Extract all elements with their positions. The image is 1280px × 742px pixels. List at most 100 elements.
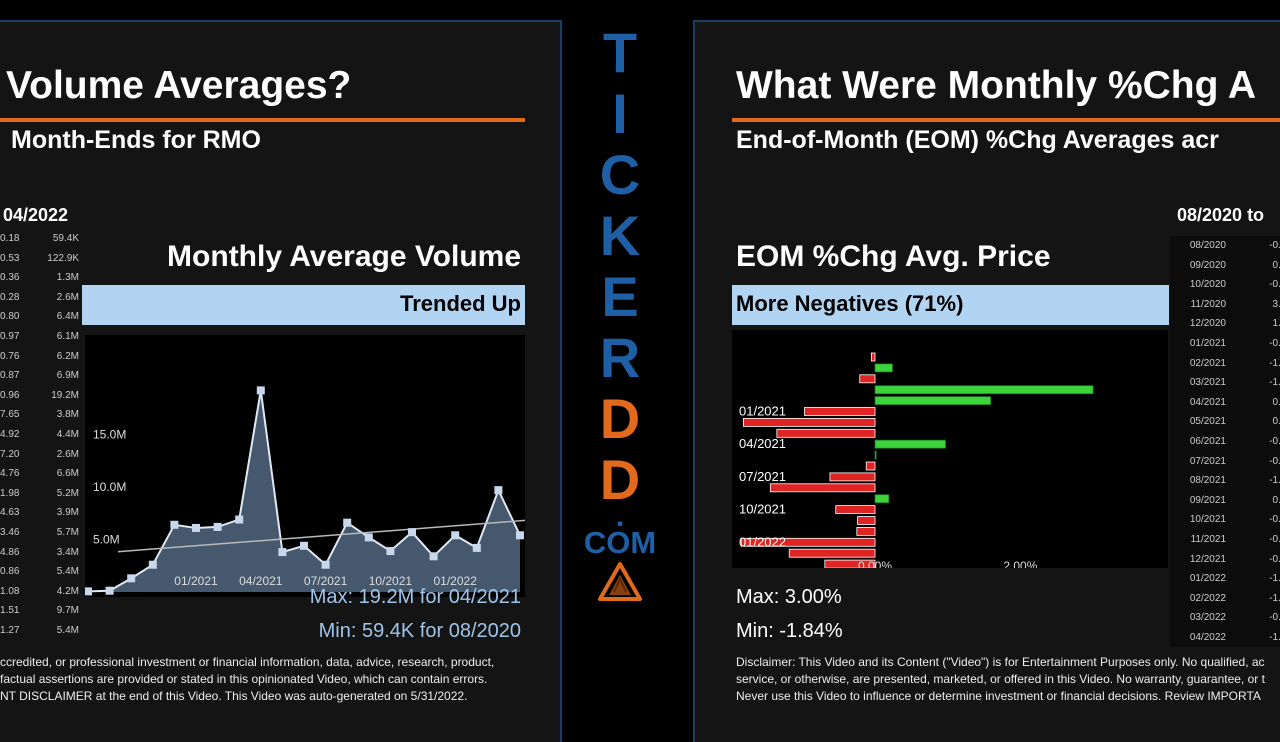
table-cell: -1.34 — [1269, 631, 1280, 643]
min-stat: Min: 59.4K for 08/2020 — [318, 620, 521, 642]
table-cell: 0.87 — [0, 370, 20, 382]
table-cell: 09/2020 — [1189, 259, 1226, 271]
table-row: 1.27 5.4M — [0, 621, 79, 641]
disclaimer-line: ccredited, or professional investment or… — [0, 655, 495, 669]
table-cell: 6.9M — [56, 370, 79, 382]
table-row: 01/2022 -1.84 — [1170, 569, 1280, 589]
volume-table: 0.18 59.4K 0.53 122.9K 0.36 1.3M 0.28 2.6M 0.80 6… — [0, 229, 79, 640]
pctchg-bar — [874, 396, 991, 405]
page-subtitle: End-of-Month (EOM) %Chg Averages acr — [736, 126, 1219, 154]
pctchg-bar — [859, 374, 876, 384]
table-cell: 5.4M — [56, 624, 79, 636]
table-row: 02/2021 -1.81 — [1170, 354, 1280, 374]
table-cell: 1.27 — [0, 624, 20, 636]
y-tick-label: 01/2021 — [739, 404, 786, 419]
table-row: 4.86 3.4M — [0, 543, 79, 563]
table-cell: 9.7M — [56, 605, 79, 617]
table-cell: 7.20 — [0, 448, 20, 460]
table-cell: 6.4M — [56, 311, 79, 323]
right-panel: What Were Monthly %Chg A End-of-Month (E… — [693, 20, 1280, 742]
table-row: 09/2020 0.24 — [1170, 256, 1280, 276]
table-cell: 0.53 — [0, 252, 20, 264]
data-point — [408, 528, 416, 537]
y-tick-label: 07/2021 — [739, 469, 786, 484]
table-cell: 02/2021 — [1189, 357, 1226, 369]
data-point — [472, 543, 481, 552]
table-row: 0.36 1.3M — [0, 268, 79, 288]
pctchg-bar — [804, 407, 876, 416]
table-row: 08/2020 -0.05 — [1170, 236, 1280, 256]
table-cell: 08/2021 — [1189, 475, 1226, 487]
table-cell: -0.69 — [1269, 612, 1280, 624]
table-row: 03/2021 -1.35 — [1170, 373, 1280, 393]
date-range-label: 08/2020 to — [1177, 205, 1265, 225]
table-cell: 09/2021 — [1189, 494, 1226, 506]
table-cell: 1.51 — [0, 605, 20, 617]
pctchg-bar — [740, 537, 876, 547]
table-row: 02/2022 -1.18 — [1170, 589, 1280, 609]
table-row: 10/2021 -0.54 — [1170, 510, 1280, 530]
pctchg-bar — [769, 483, 876, 493]
table-row: 06/2021 -0.12 — [1170, 432, 1280, 452]
title-rule — [732, 118, 1280, 122]
table-row: 08/2021 -1.44 — [1170, 471, 1280, 491]
table-cell: 0.24 — [1272, 259, 1280, 271]
table-cell: 01/2022 — [1189, 573, 1226, 585]
x-tick-label: 2.00% — [1003, 559, 1037, 568]
pctchg-bar — [874, 363, 893, 373]
table-cell: 122.9K — [47, 252, 79, 264]
volume-area — [88, 390, 520, 592]
table-cell: 0.28 — [0, 291, 20, 303]
table-cell: -0.05 — [1269, 240, 1280, 251]
table-cell: 4.4M — [56, 428, 79, 440]
table-cell: -0.24 — [1269, 533, 1280, 545]
table-cell: -0.21 — [1269, 279, 1280, 291]
pctchg-bar — [776, 428, 876, 438]
table-cell: 3.4M — [56, 546, 79, 558]
data-point — [451, 531, 460, 540]
trend-band: More Negatives (71%) — [732, 285, 1169, 325]
table-row: 10/2020 -0.21 — [1170, 275, 1280, 295]
table-cell: -1.84 — [1269, 573, 1280, 585]
table-cell: 11/2021 — [1190, 533, 1226, 545]
table-cell: 1.3M — [56, 272, 79, 284]
table-cell: 4.76 — [0, 468, 20, 480]
table-row: 11/2020 3.00 — [1170, 295, 1280, 315]
disclaimer-line: service, or otherwise, are presented, ma… — [736, 672, 1265, 686]
table-row: 1.08 4.2M — [0, 582, 79, 602]
table-row: 0.76 6.2M — [0, 347, 79, 367]
table-cell: -0.97 — [1269, 337, 1280, 349]
pctchg-bar — [788, 548, 876, 558]
chart-title: Monthly Average Volume — [167, 240, 521, 273]
table-row: 04/2021 0.97 — [1170, 393, 1280, 413]
table-row: 0.53 122.9K — [0, 249, 79, 269]
pctchg-bar — [856, 526, 876, 536]
table-cell: 5.7M — [56, 526, 79, 538]
brand-dot: . — [615, 500, 625, 533]
table-cell: 0.36 — [0, 272, 20, 284]
table-row: 0.80 6.4M — [0, 307, 79, 327]
table-row: 0.28 2.6M — [0, 288, 79, 308]
min-stat: Min: -1.84% — [736, 620, 843, 642]
pctchg-bar — [743, 418, 876, 427]
brand-letter: T — [602, 21, 638, 84]
data-point — [85, 587, 92, 596]
brand-letter: D — [599, 387, 641, 450]
table-cell: 03/2021 — [1189, 377, 1226, 389]
table-row: 01/2021 -0.97 — [1170, 334, 1280, 354]
max-stat: Max: 3.00% — [736, 586, 842, 608]
disclaimer-line: Disclaimer: This Video and its Content (… — [736, 655, 1265, 669]
table-cell: 3.00 — [1272, 298, 1280, 310]
pctchg-bar — [874, 494, 890, 504]
y-tick-label: 04/2021 — [739, 436, 786, 451]
table-row: 1.51 9.7M — [0, 601, 79, 621]
date-range-label: 04/2022 — [3, 205, 69, 225]
x-tick-label: 10/2021 — [369, 574, 413, 588]
table-cell: -0.54 — [1269, 514, 1280, 526]
table-row: 05/2021 0.01 — [1170, 412, 1280, 432]
brand-letter: E — [601, 265, 639, 328]
brand-letter: D — [599, 448, 641, 511]
disclaimer: ccredited, or professional investment or… — [0, 654, 494, 705]
